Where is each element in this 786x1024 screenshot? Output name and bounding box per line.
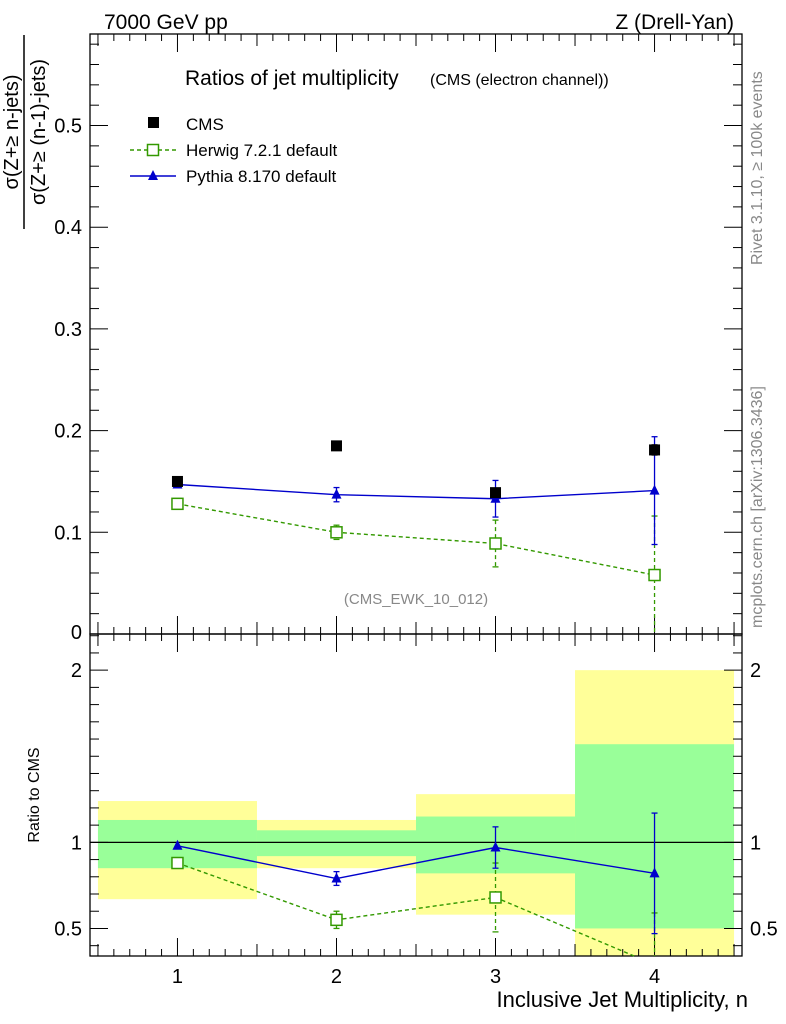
main-ytick-label: 0.4 xyxy=(54,217,82,239)
pythia-point xyxy=(331,488,342,499)
plot-subtitle: (CMS (electron channel)) xyxy=(430,72,609,89)
pythia-ratio-point xyxy=(649,867,660,878)
plot-title: Ratios of jet multiplicity xyxy=(185,67,399,90)
legend-marker-herwig xyxy=(146,143,160,157)
herwig-ratio-point xyxy=(330,913,343,927)
cms-point xyxy=(649,444,661,456)
chart-marks: 0.1 0.2 0.3 0.4 0.5 0 1 2 3 4 0.5 0.5 1 1 2 2 xyxy=(54,33,778,988)
herwig-line xyxy=(177,503,655,576)
cms-point xyxy=(330,440,342,452)
herwig-point xyxy=(171,497,184,511)
herwig-point xyxy=(330,526,343,539)
legend-label-pythia: Pythia 8.170 default xyxy=(186,167,337,186)
main-ylabel: σ(Z+≥ n-jets) σ(Z+≥ (n-1)-jets) xyxy=(1,35,50,229)
main-ylabel-denominator: σ(Z+≥ (n-1)-jets) xyxy=(28,59,50,205)
xtick-label: 4 xyxy=(649,966,660,988)
legend-marker-cms xyxy=(148,117,159,128)
main-ylabel-numerator: σ(Z+≥ n-jets) xyxy=(1,75,23,190)
x-axis-label: Inclusive Jet Multiplicity, n xyxy=(497,987,748,1012)
xtick-label: 3 xyxy=(490,966,501,988)
herwig-ratio-line xyxy=(177,862,635,957)
herwig-point xyxy=(489,537,502,550)
ratio-ytick-label-right: 0.5 xyxy=(750,918,778,940)
legend-marker-pythia xyxy=(148,170,158,180)
ratio-ytick-label: 2 xyxy=(71,660,82,682)
herwig-ratio-point xyxy=(171,856,184,870)
cms-point xyxy=(490,487,502,499)
herwig-point xyxy=(648,568,661,582)
legend: CMS Herwig 7.2.1 default Pythia 8.170 de… xyxy=(130,115,337,186)
cms-point xyxy=(171,475,183,487)
legend-label-cms: CMS xyxy=(186,115,224,134)
xtick-label: 1 xyxy=(172,966,183,988)
ratio-ylabel: Ratio to CMS xyxy=(26,747,43,842)
mcplots-label: mcplots.cern.ch [arXiv:1306.3436] xyxy=(749,386,766,628)
pythia-ratio-point xyxy=(490,841,501,852)
pythia-ratio-point xyxy=(172,839,183,850)
legend-label-herwig: Herwig 7.2.1 default xyxy=(186,141,337,160)
pythia-line xyxy=(177,483,655,500)
ratio-ytick-label-right: 2 xyxy=(750,660,761,682)
pythia-ratio-point xyxy=(331,872,342,883)
ratio-ytick-label: 0.5 xyxy=(54,918,82,940)
main-ytick-label: 0.1 xyxy=(54,522,82,544)
main-ytick-label-zero: 0 xyxy=(71,622,82,644)
rivet-label: Rivet 3.1.10, ≥ 100k events xyxy=(749,71,766,265)
main-ytick-label: 0.5 xyxy=(54,116,82,138)
ratio-band-inner-2 xyxy=(256,830,416,857)
ratio-ytick-label-right: 1 xyxy=(750,832,761,854)
ratio-ytick-label: 1 xyxy=(71,832,82,854)
herwig-ratio-point xyxy=(489,891,502,904)
pythia-ratio-line xyxy=(177,845,655,880)
header-right: Z (Drell-Yan) xyxy=(615,11,734,34)
xtick-label: 2 xyxy=(331,966,342,988)
analysis-tag: (CMS_EWK_10_012) xyxy=(344,591,488,608)
pythia-point xyxy=(649,484,660,495)
main-ytick-label: 0.3 xyxy=(54,319,82,341)
main-ytick-label: 0.2 xyxy=(54,421,82,443)
header-left: 7000 GeV pp xyxy=(104,11,228,34)
